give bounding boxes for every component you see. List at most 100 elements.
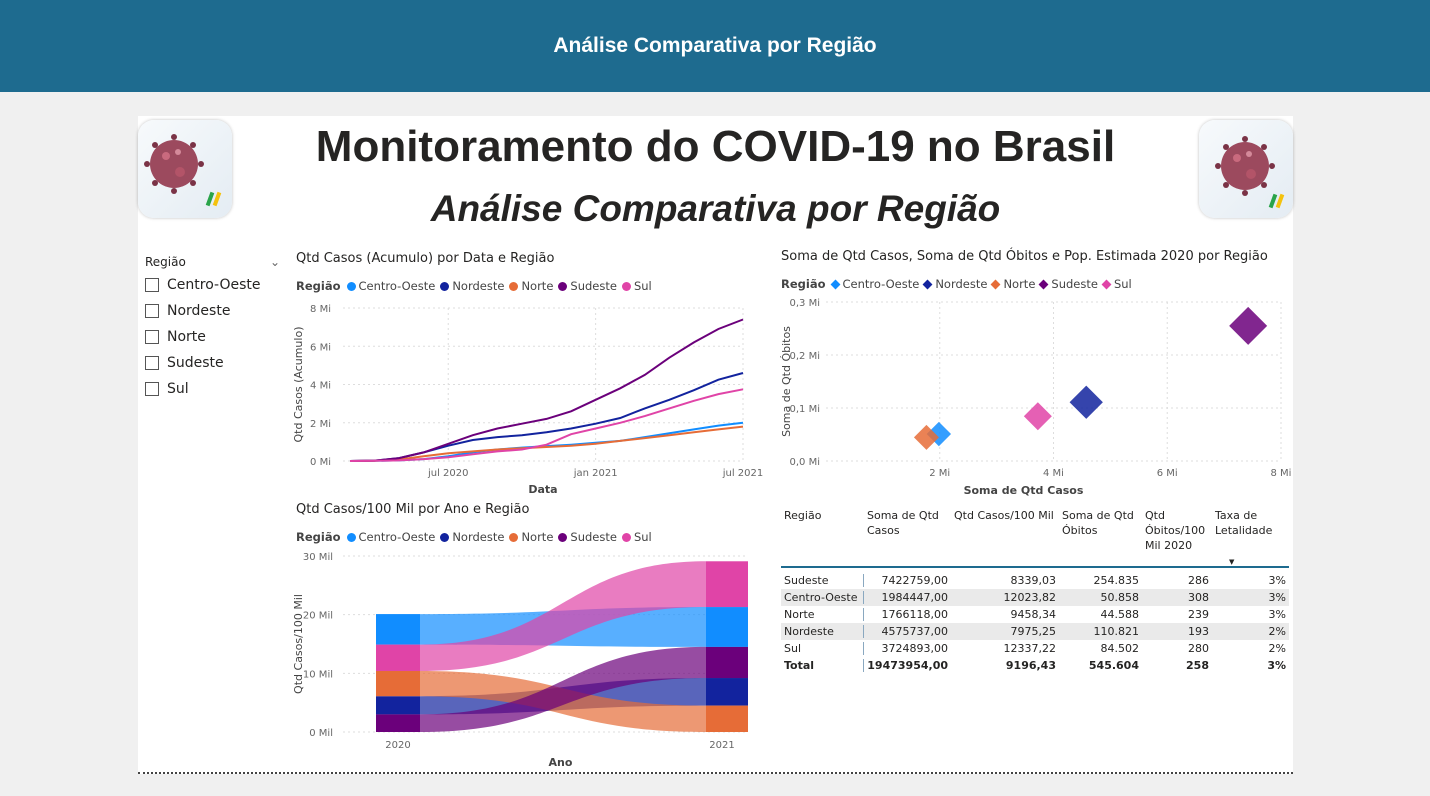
legend-item[interactable]: Norte — [509, 530, 553, 544]
legend-item[interactable]: Nordeste — [440, 279, 504, 293]
bar-segment-nordeste — [376, 696, 420, 715]
column-header[interactable]: Qtd Óbitos/100 Mil 2020 — [1145, 509, 1206, 552]
y-axis-title: Soma de Qtd Óbitos — [780, 326, 793, 437]
covid-logo-left — [138, 120, 232, 218]
legend-item[interactable]: Centro-Oeste — [346, 279, 435, 293]
slicer-item-sul[interactable]: Sul — [145, 376, 280, 402]
series-line-sudeste — [349, 318, 744, 462]
table-cell: 84.502 — [1100, 642, 1140, 655]
region-slicer: Região ⌄ Centro-Oeste Nordeste Norte Sud… — [145, 252, 280, 402]
row-label: Sul — [781, 642, 864, 655]
slicer-item-sudeste[interactable]: Sudeste — [145, 350, 280, 376]
table-cell: 193 — [1188, 625, 1209, 638]
y-tick-label: 0,1 Mi — [790, 404, 821, 415]
row-label: Norte — [781, 608, 864, 621]
table-cell: 3% — [1268, 591, 1286, 604]
row-label: Sudeste — [781, 574, 864, 587]
checkbox[interactable] — [145, 356, 159, 370]
bar-segment-norte — [376, 670, 420, 697]
bar-segment-centro-oeste — [376, 614, 420, 645]
y-tick-label: 0 Mil — [309, 728, 333, 739]
checkbox[interactable] — [145, 382, 159, 396]
x-axis-title: Soma de Qtd Casos — [964, 484, 1084, 497]
legend-title: Região — [296, 530, 341, 544]
legend-title: Região — [296, 279, 341, 293]
bar-segment-norte — [706, 705, 748, 732]
slicer-item-norte[interactable]: Norte — [145, 324, 280, 350]
column-header[interactable]: Região — [784, 509, 822, 522]
table-cell: 8339,03 — [1010, 574, 1057, 587]
legend-item[interactable]: Centro-Oeste — [346, 530, 435, 544]
slicer-item-nordeste[interactable]: Nordeste — [145, 298, 280, 324]
chevron-down-icon[interactable]: ⌄ — [269, 255, 280, 269]
x-tick-label: 4 Mi — [1043, 468, 1064, 479]
table-cell: 286 — [1188, 574, 1209, 587]
slicer-item-label: Nordeste — [167, 303, 231, 319]
table-cell: 2% — [1268, 625, 1286, 638]
table-row[interactable]: Centro-Oeste 1984447,00 12023,82 50.858 308 3… — [781, 589, 1289, 606]
checkbox[interactable] — [145, 278, 159, 292]
report-subtitle: Análise Comparativa por Região — [430, 188, 1001, 229]
legend-item[interactable]: Norte — [509, 279, 553, 293]
y-tick-label: 30 Mil — [303, 552, 333, 563]
x-tick-label: jan 2021 — [573, 468, 618, 479]
legend-item[interactable]: Sul — [621, 279, 652, 293]
legend-item[interactable]: Sul — [621, 530, 652, 544]
legend-item[interactable]: Sudeste — [558, 279, 617, 293]
x-tick-label: jul 2020 — [427, 468, 469, 479]
y-tick-label: 20 Mil — [303, 611, 333, 622]
legend-item[interactable]: Nordeste — [440, 530, 504, 544]
bar-segment-nordeste — [706, 678, 748, 706]
checkbox[interactable] — [145, 304, 159, 318]
table-cell: 9196,43 — [1005, 659, 1056, 672]
table-cell: 110.821 — [1093, 625, 1140, 638]
ribbon-sudeste — [420, 646, 706, 732]
y-axis-title: Qtd Casos (Acumulo) — [292, 327, 305, 443]
legend-item[interactable]: Norte — [990, 277, 1035, 291]
data-point-sudeste — [1229, 306, 1268, 345]
slicer-item-label: Norte — [167, 329, 206, 345]
legend-item[interactable]: Centro-Oeste — [830, 277, 919, 291]
legend-item[interactable]: Sudeste — [558, 530, 617, 544]
slicer-item-label: Sul — [167, 381, 189, 397]
legend-item[interactable]: Nordeste — [922, 277, 987, 291]
table-cell: 3% — [1268, 608, 1286, 621]
table-row[interactable]: Sudeste 7422759,00 8339,03 254.835 286 3% — [781, 572, 1289, 589]
table-cell: 2% — [1268, 642, 1286, 655]
legend-item[interactable]: Sul — [1101, 277, 1132, 291]
slicer-item-label: Sudeste — [167, 355, 224, 371]
data-point-centro-oeste — [926, 421, 952, 447]
checkbox[interactable] — [145, 330, 159, 344]
x-axis-title: Data — [528, 483, 557, 496]
table-cell: 3% — [1268, 574, 1286, 587]
x-tick-label: 8 Mi — [1271, 468, 1292, 479]
table-cell: 12023,82 — [1003, 591, 1057, 604]
legend-title: Região — [781, 277, 826, 291]
ribbon-chart: 0 Mil 10 Mil 20 Mil 30 Mil 2020 2021 Ano Qtd Ca… — [292, 552, 748, 769]
slicer-item-centro-oeste[interactable]: Centro-Oeste — [145, 272, 280, 298]
table-cell: 280 — [1188, 642, 1209, 655]
data-point-nordeste — [1069, 385, 1103, 419]
x-tick-label: 2020 — [385, 740, 410, 751]
table-row[interactable]: Nordeste 4575737,00 7975,25 110.821 193 2% — [781, 623, 1289, 640]
column-header[interactable]: Taxa de Letalidade — [1215, 509, 1273, 537]
column-header[interactable]: Soma de Qtd Óbitos — [1062, 509, 1134, 537]
table-cell: 7975,25 — [1010, 625, 1057, 638]
table-cell: 7422759,00 — [881, 574, 948, 587]
table-cell: 239 — [1188, 608, 1209, 621]
line-chart-legend: Região Centro-Oeste Nordeste Norte Sudes… — [296, 279, 657, 293]
y-tick-label: 6 Mi — [310, 342, 331, 353]
table-row[interactable]: Norte 1766118,00 9458,34 44.588 239 3% — [781, 606, 1289, 623]
x-tick-label: 2021 — [709, 740, 734, 751]
x-tick-label: 2 Mi — [929, 468, 950, 479]
column-header[interactable]: Qtd Casos/100 Mil — [954, 509, 1054, 522]
y-tick-label: 2 Mi — [310, 419, 331, 430]
legend-item[interactable]: Sudeste — [1038, 277, 1098, 291]
table-row[interactable]: Sul 3724893,00 12337,22 84.502 280 2% — [781, 640, 1289, 657]
table-total-row[interactable]: Total 19473954,00 9196,43 545.604 258 3% — [781, 657, 1289, 674]
y-tick-label: 10 Mil — [303, 669, 333, 680]
table-cell: 3724893,00 — [881, 642, 948, 655]
header-title: Análise Comparativa por Região — [553, 34, 877, 57]
y-tick-label: 0,3 Mi — [790, 298, 821, 309]
column-header[interactable]: Soma de Qtd Casos — [867, 509, 939, 537]
